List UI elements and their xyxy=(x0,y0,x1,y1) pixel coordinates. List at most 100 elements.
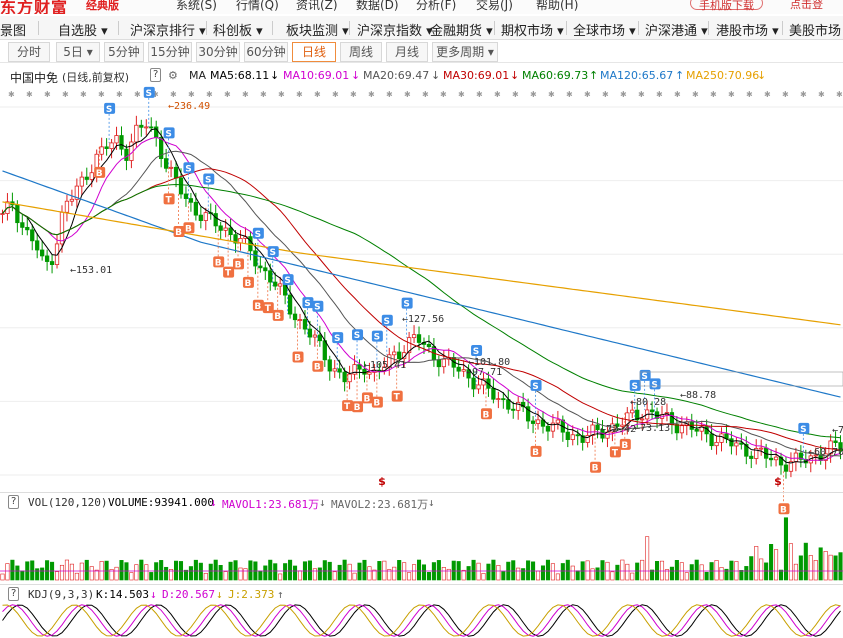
volume-bar xyxy=(714,560,719,581)
nav-financial-futures[interactable]: 金融期货 ▾ xyxy=(430,24,493,39)
sell-signal-marker xyxy=(143,86,155,98)
volume-bar xyxy=(288,559,293,581)
period-60min[interactable]: 60分钟 xyxy=(244,42,288,62)
nav-panorama[interactable]: 景图 xyxy=(0,24,27,39)
help-button[interactable]: ? xyxy=(150,68,162,82)
news-marker: ✱ xyxy=(674,90,681,99)
price-label: ←127.56 xyxy=(402,314,444,325)
buy-signal-label: B xyxy=(185,224,192,234)
menu-news[interactable]: 资讯(Z) xyxy=(296,0,338,12)
nav-us-market[interactable]: 美股市场 ▾ xyxy=(789,24,843,39)
buy-signal-marker xyxy=(312,360,324,372)
period-15min[interactable]: 15分钟 xyxy=(148,42,192,62)
nav-hk-connect[interactable]: 沪深港通 ▾ xyxy=(645,24,708,39)
nav-watchlist[interactable]: 自选股 ▾ xyxy=(58,24,108,39)
volume-bar xyxy=(481,573,486,581)
menu-quotes[interactable]: 行情(Q) xyxy=(236,0,279,12)
volume-bar xyxy=(471,559,476,581)
volume-bar xyxy=(793,563,798,581)
candle-body xyxy=(342,371,347,383)
volume-bar xyxy=(778,569,784,581)
buy-signal-label: B xyxy=(780,505,787,515)
candle-body xyxy=(178,177,184,195)
volume-bar xyxy=(491,559,496,581)
buy-signal-label: B xyxy=(245,279,252,289)
stock-name: 中国中免 xyxy=(10,71,59,85)
candle-body xyxy=(163,158,169,169)
volume-bar xyxy=(669,566,674,581)
nav-global[interactable]: 全球市场 ▾ xyxy=(573,24,636,39)
sell-signal-marker xyxy=(629,379,641,391)
news-marker: ✱ xyxy=(800,90,807,99)
dividend-marker: $ xyxy=(774,475,782,488)
volume-bar xyxy=(535,570,541,581)
candle-body xyxy=(456,366,461,372)
period-intraday[interactable]: 分时 xyxy=(8,42,50,62)
candle-body xyxy=(228,227,233,236)
mobile-download-button[interactable]: 手机版下载 xyxy=(690,0,763,12)
login-link[interactable]: 点击登 xyxy=(790,0,823,11)
candle-body xyxy=(694,428,699,432)
period-weekly[interactable]: 周线 xyxy=(340,42,382,62)
period-more[interactable]: 更多周期 ▾ xyxy=(432,42,498,62)
buy-signal-marker xyxy=(163,193,175,205)
news-marker: ✱ xyxy=(746,90,753,99)
candle-body xyxy=(59,211,65,245)
candle-body xyxy=(768,457,774,461)
nav-star-market[interactable]: 科创板 ▾ xyxy=(213,24,263,39)
candle-body xyxy=(149,126,154,129)
volume-bar xyxy=(283,563,288,581)
ma20-line xyxy=(2,150,841,457)
menu-analysis[interactable]: 分析(F) xyxy=(416,0,457,12)
kline-chart[interactable]: ✱ ✱ ✱ ✱ ✱ ✱ ✱ ✱ ✱ ✱ ✱ ✱ ✱ ✱ ✱ ✱ ✱ ✱ ✱ ✱ ✱ ✱ ✱ ✱ ✱ ✱ ✱ ✱ ✱ ✱ ✱ ✱ ✱ ✱ ✱ ✱ ✱ ✱ ✱ ✱… xyxy=(0,85,843,638)
menu-system[interactable]: 系统(S) xyxy=(176,0,217,12)
candle-body xyxy=(144,126,149,129)
kdj-line xyxy=(2,604,841,637)
candle-body xyxy=(615,423,620,427)
arrow-down-icon: ↓ xyxy=(150,588,157,601)
volume-bar xyxy=(233,560,238,581)
help-button[interactable]: ? xyxy=(8,495,20,509)
volume-bar xyxy=(540,565,546,581)
volume-bar xyxy=(833,555,838,581)
menu-trade[interactable]: 交易(J) xyxy=(476,0,513,12)
volume-bar xyxy=(203,572,208,581)
volume-bar xyxy=(798,555,803,581)
arrow-down-icon: ↓ xyxy=(431,69,441,82)
nav-hk-market[interactable]: 港股市场 ▾ xyxy=(716,24,779,39)
volume-bar xyxy=(322,560,327,581)
buy-signal-marker xyxy=(778,503,790,515)
gear-icon[interactable]: ⚙ xyxy=(168,69,178,82)
period-5day[interactable]: 5日 ▾ xyxy=(56,42,100,62)
period-monthly[interactable]: 月线 xyxy=(386,42,428,62)
candle-body xyxy=(525,406,531,422)
volume-bar xyxy=(54,571,60,581)
ma30-value: MA30:69.01 xyxy=(443,69,510,82)
volume-bar xyxy=(645,536,650,581)
menu-help[interactable]: 帮助(H) xyxy=(536,0,579,12)
volume-bar xyxy=(684,572,689,581)
candle-body xyxy=(198,214,203,221)
nav-options[interactable]: 期权市场 ▾ xyxy=(501,24,564,39)
news-marker: ✱ xyxy=(566,90,573,99)
buy-signal-marker xyxy=(609,446,621,458)
ma250-line xyxy=(2,201,841,326)
menu-data[interactable]: 数据(D) xyxy=(356,0,399,12)
volume-bar xyxy=(357,562,362,581)
chart-grid xyxy=(0,106,843,476)
volume-bar xyxy=(213,559,218,581)
buy-signal-marker xyxy=(371,396,383,408)
buy-signal-marker xyxy=(590,461,602,473)
help-button[interactable]: ? xyxy=(8,587,20,601)
nav-ranking[interactable]: 沪深京排行 ▾ xyxy=(130,24,206,39)
candle-body xyxy=(302,319,308,330)
volume-bar xyxy=(317,567,322,581)
sell-signal-label: S xyxy=(800,425,806,435)
volume-bar xyxy=(382,560,387,581)
nav-index[interactable]: 沪深京指数 ▾ xyxy=(357,24,433,39)
period-daily[interactable]: 日线 xyxy=(292,42,336,62)
period-30min[interactable]: 30分钟 xyxy=(196,42,240,62)
period-5min[interactable]: 5分钟 xyxy=(104,42,144,62)
nav-sector-monitor[interactable]: 板块监测 ▾ xyxy=(286,24,349,39)
nav-divider xyxy=(272,21,273,35)
